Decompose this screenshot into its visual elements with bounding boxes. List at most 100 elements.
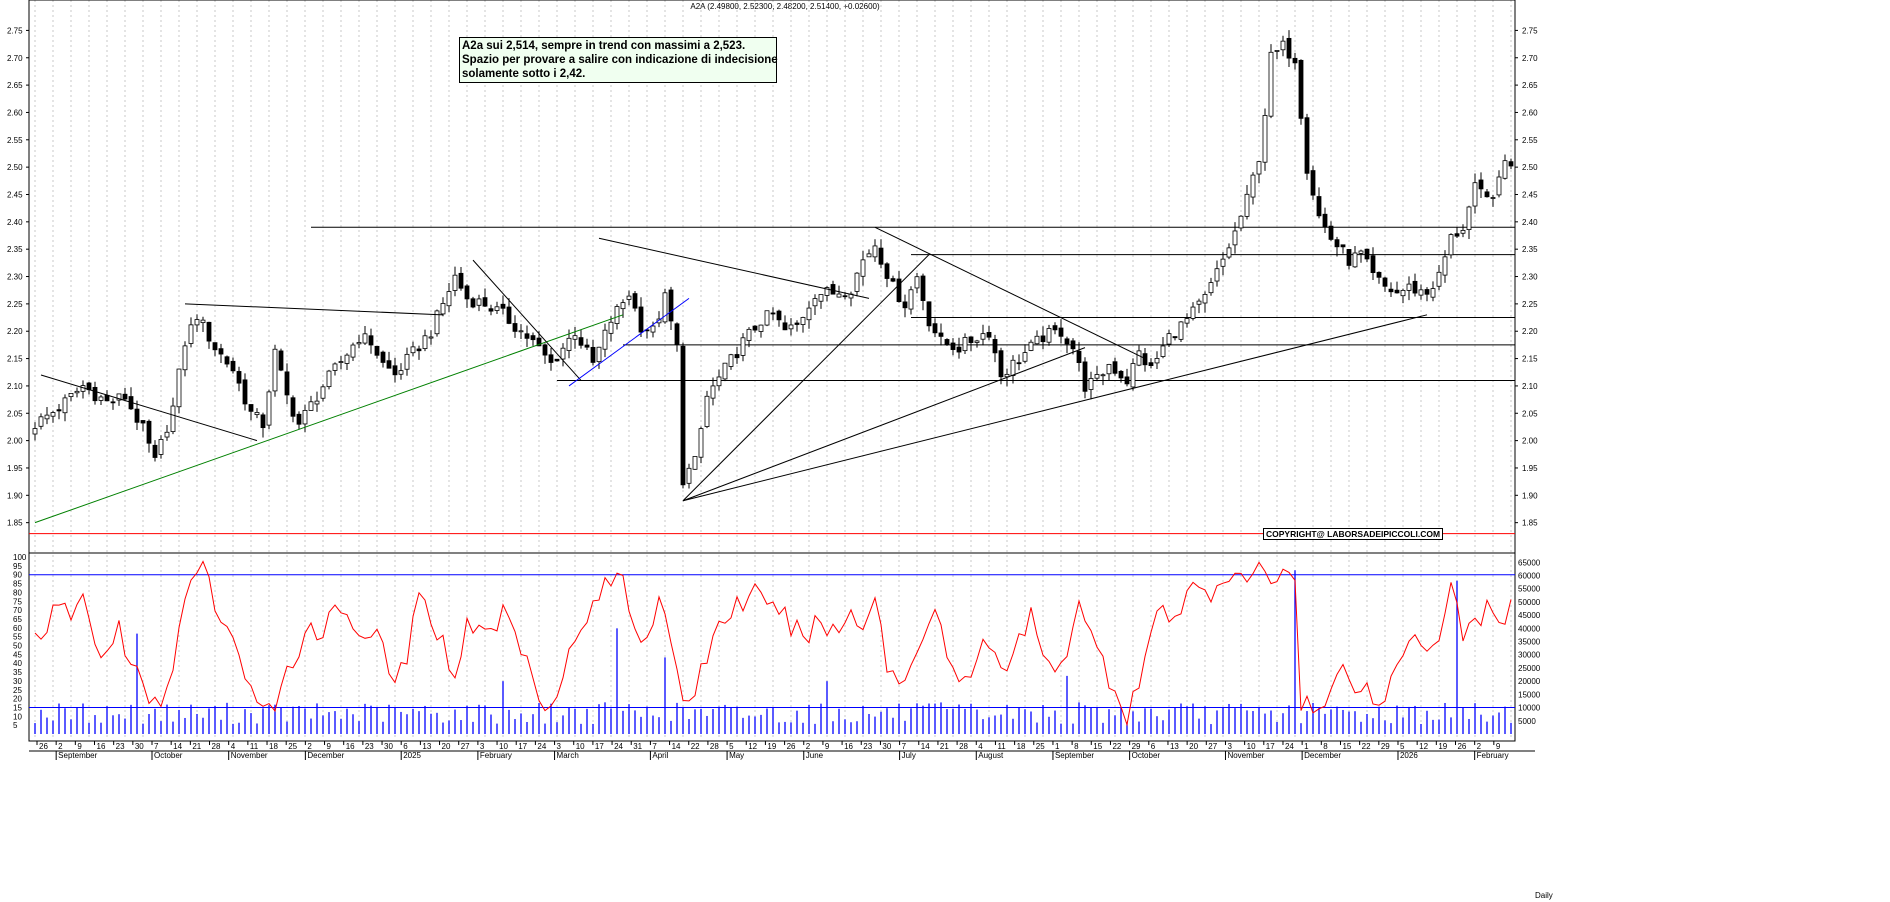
candle-body [488,308,494,312]
day-tick-label: 8 [1074,742,1079,751]
candle-body [686,467,692,484]
candle-body [908,289,914,310]
candle-body [764,310,770,326]
candle-body [950,342,956,350]
oscillator-tick-label: 10 [13,712,22,721]
trendline [874,226,1146,360]
day-tick-label: 13 [422,742,431,751]
candle-body [1262,115,1268,163]
day-tick-label: 9 [77,742,82,751]
candle-body [1154,358,1160,364]
candle-body [1508,161,1514,167]
candle-body [530,335,536,341]
candle-body [500,303,506,309]
candle-body [428,336,434,339]
candle-body [524,333,530,339]
candle-body [1478,179,1484,190]
candle-body [590,346,596,363]
candle-body [698,428,704,458]
oscillator-tick-label: 15 [13,703,22,712]
candle-body [710,385,716,399]
month-tick-label: December [307,751,344,760]
price-tick-label: 2.15 [1522,355,1538,364]
day-tick-label: 18 [269,742,278,751]
candle-body [134,408,140,423]
candle-body [626,295,632,300]
candle-body [338,361,344,363]
price-tick-label: 2.20 [1522,327,1538,336]
day-tick-label: 9 [825,742,830,751]
candle-body [98,396,104,401]
candle-body [932,323,938,334]
oscillator-tick-label: 5 [13,721,18,730]
analysis-note: A2a sui 2,514, sempre in trend con massi… [459,37,778,83]
candle-body [1364,248,1370,260]
candle-body [1286,37,1292,59]
day-tick-label: 31 [633,742,642,751]
candle-body [572,335,578,340]
day-tick-label: 25 [288,742,297,751]
month-tick-label: August [978,751,1004,760]
day-tick-label: 23 [116,742,125,751]
candle-body [1382,277,1388,287]
candle-body [1484,191,1490,198]
grid-lines [34,0,1512,740]
day-tick-label: 1 [1304,742,1309,751]
oscillator-tick-label: 100 [13,553,27,562]
candle-body [1088,378,1094,390]
candle-body [866,253,872,258]
candle-body [608,321,614,334]
chart-title: A2A (2.49800, 2.52300, 2.48200, 2.51400,… [690,2,880,11]
month-tick-label: February [1477,751,1509,760]
day-tick-label: 28 [959,742,968,751]
candle-body [1214,268,1220,282]
month-tick-label: May [729,751,744,760]
candle-body [50,412,56,417]
candle-body [890,278,896,282]
day-tick-label: 30 [135,742,144,751]
candle-body [56,409,62,412]
day-tick-label: 4 [978,742,983,751]
month-tick-label: September [1055,751,1094,760]
candle-body [1016,362,1022,365]
candle-body [974,340,980,343]
candle-body [380,351,386,363]
price-tick-label: 1.90 [7,491,23,500]
candle-body [1256,161,1262,175]
price-tick-label: 2.75 [7,26,23,35]
candle-body [1454,233,1460,237]
panel-frames [28,0,1516,742]
volume-tick-label: 25000 [1518,664,1541,673]
day-tick-label: 3 [557,742,562,751]
candle-body [1064,338,1070,345]
day-tick-label: 23 [365,742,374,751]
candle-body [662,292,668,323]
day-tick-label: 10 [499,742,508,751]
candle-body [878,247,884,265]
price-tick-label: 2.45 [1522,190,1538,199]
price-tick-label: 1.85 [1522,519,1538,528]
month-tick-label: February [480,751,512,760]
candle-body [1400,289,1406,297]
candle-body [914,276,920,289]
day-tick-label: 9 [1496,742,1501,751]
oscillator-tick-label: 70 [13,606,22,615]
month-tick-label: November [1227,751,1264,760]
candle-body [734,354,740,359]
candle-body [632,293,638,309]
price-tick-label: 2.70 [7,54,23,63]
oscillator [29,560,1515,727]
candle-body [1202,293,1208,304]
candle-body [596,346,602,363]
candle-body [206,321,212,342]
candle-body [224,356,230,365]
candle-body [494,306,500,311]
price-tick-label: 1.90 [1522,491,1538,500]
candle-body [266,391,272,426]
candle-body [806,307,812,321]
candle-body [218,348,224,355]
candle-body [392,365,398,376]
volume-tick-label: 10000 [1518,704,1541,713]
candle-body [554,358,560,362]
candle-body [356,342,362,345]
